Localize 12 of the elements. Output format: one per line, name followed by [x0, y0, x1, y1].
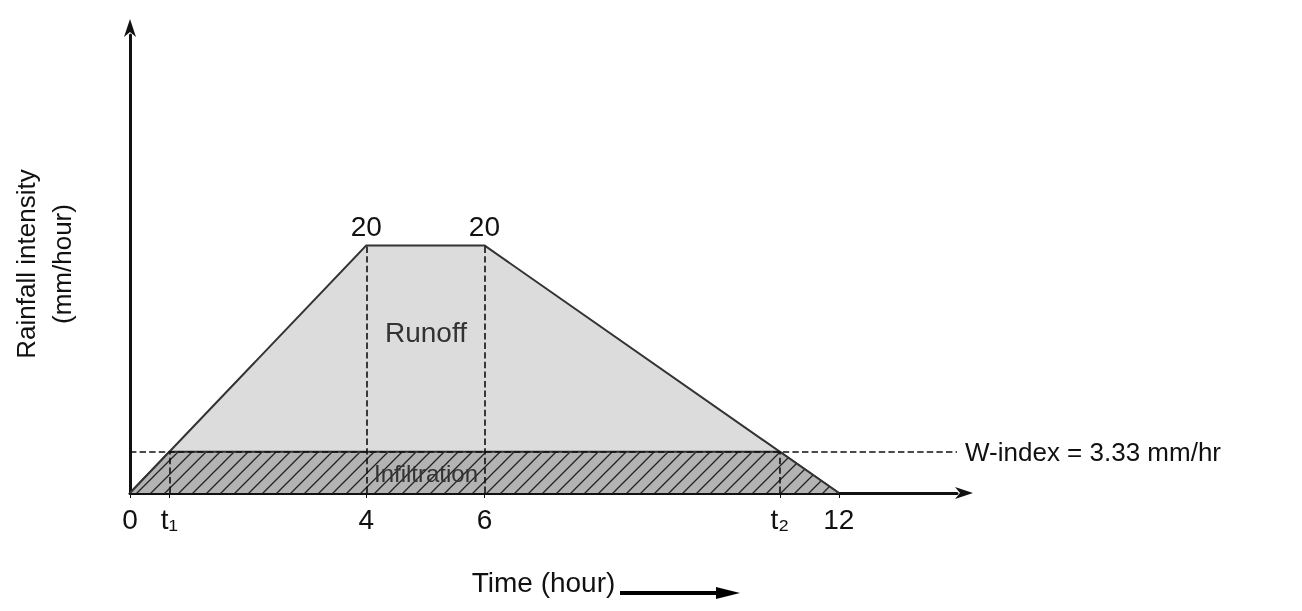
data-label: 20 — [468, 210, 501, 242]
data-label: 20 — [350, 210, 382, 242]
x-tick-label: t₂ — [770, 503, 790, 535]
x-tick-label: 0 — [122, 503, 138, 535]
x-tick-label: t₁ — [160, 503, 179, 535]
x-tick-label: 12 — [823, 503, 855, 535]
annotation: Runoff — [385, 316, 468, 348]
x-tick-label: 4 — [358, 503, 375, 535]
x-tick-label: 6 — [476, 503, 493, 535]
y-axis-title: Rainfall intensity (mm/hour) — [11, 169, 77, 359]
x-axis-title: Time (hour) — [471, 566, 616, 598]
ref-line-label: W-index = 3.33 mm/hr — [965, 436, 1222, 467]
